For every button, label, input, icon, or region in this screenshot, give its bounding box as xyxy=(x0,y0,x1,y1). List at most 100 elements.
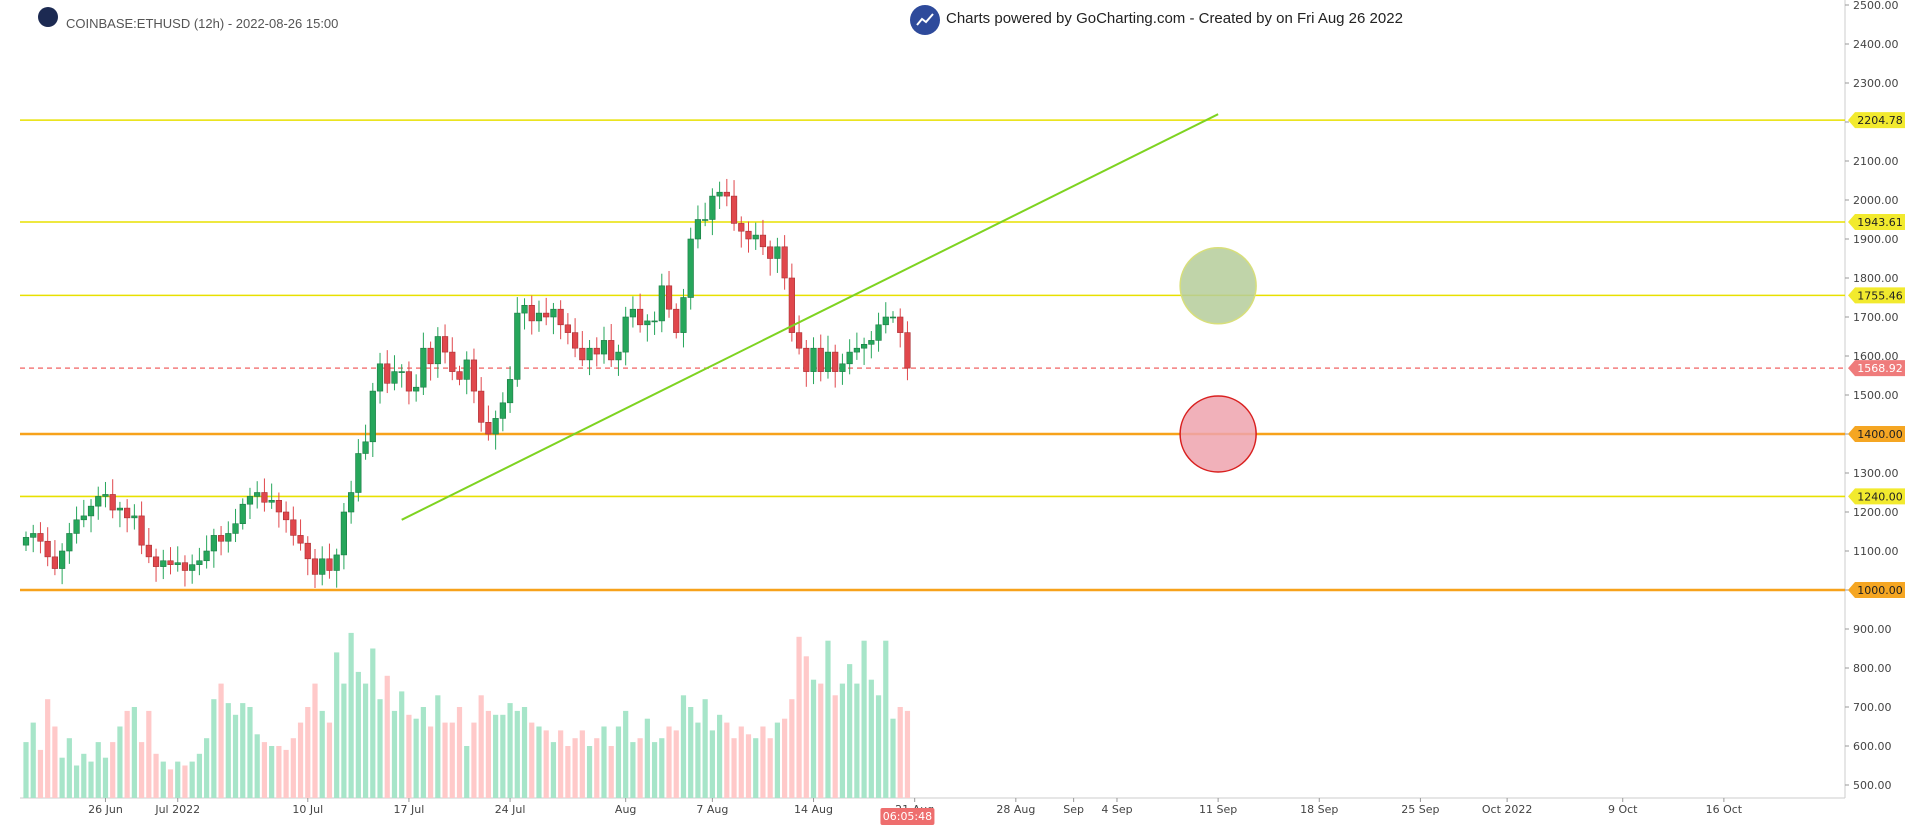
volume-bar xyxy=(319,710,325,798)
volume-bar xyxy=(550,742,557,798)
candle-body xyxy=(658,285,665,322)
candle-body xyxy=(59,550,66,569)
volume-bar xyxy=(247,707,253,798)
volume-bar xyxy=(102,757,109,798)
level-price-label: 1943.61 xyxy=(1857,216,1903,229)
candle-body xyxy=(579,347,586,361)
volume-bar xyxy=(146,710,152,798)
candle-body xyxy=(196,560,203,565)
candle-body xyxy=(803,347,810,372)
volume-bar xyxy=(839,683,846,798)
candle-body xyxy=(37,533,44,542)
volume-bar xyxy=(883,640,889,798)
volume-bar xyxy=(73,765,80,798)
x-tick-label: 10 Jul xyxy=(292,803,323,816)
y-tick-label: 1700.00 xyxy=(1853,311,1899,324)
y-tick-label: 500.00 xyxy=(1853,779,1892,792)
candle-body xyxy=(904,332,911,369)
candle-body xyxy=(839,363,846,372)
candle-body xyxy=(716,191,723,197)
y-tick-label: 1600.00 xyxy=(1853,350,1899,363)
volume-bar xyxy=(608,746,614,798)
candle-body xyxy=(875,324,882,341)
volume-bar xyxy=(810,679,817,798)
candle-body xyxy=(311,558,319,575)
volume-bar xyxy=(276,746,282,798)
volume-bar xyxy=(334,652,340,798)
volume-bar xyxy=(825,640,831,798)
trendline[interactable] xyxy=(401,113,1219,521)
volume-bar xyxy=(81,753,87,798)
level-price-tag: 1000.00 xyxy=(1848,582,1905,598)
volume-bar xyxy=(782,718,788,798)
volume-bar xyxy=(471,722,477,798)
level-price-tag: 2204.78 xyxy=(1848,112,1905,129)
candle-body xyxy=(268,499,275,503)
volume-bar xyxy=(803,656,809,798)
volume-bar xyxy=(131,707,137,798)
candle-body xyxy=(22,537,30,546)
candle-body xyxy=(160,560,167,567)
candle-body xyxy=(304,542,311,560)
volume-bar xyxy=(500,714,506,798)
candle-body xyxy=(239,503,246,525)
volume-bar xyxy=(615,726,622,798)
gocharting-logo-icon xyxy=(910,5,940,35)
volume-bar xyxy=(507,703,513,798)
candle-body xyxy=(181,562,189,571)
volume-bar xyxy=(659,738,665,798)
candle-body xyxy=(550,308,557,318)
powered-by-text: Charts powered by GoCharting.com - Creat… xyxy=(946,10,1403,27)
volume-bar xyxy=(890,718,896,798)
volume-bar xyxy=(88,761,94,798)
candle-body xyxy=(586,347,593,361)
volume-bar xyxy=(312,683,318,798)
volume-bar xyxy=(543,730,549,798)
candle-body xyxy=(521,304,528,314)
candle-body xyxy=(470,359,478,392)
volume-bar xyxy=(211,699,217,798)
volume-bar xyxy=(558,730,564,798)
volume-bar xyxy=(290,738,296,798)
volume-bar xyxy=(601,726,607,798)
candle-body xyxy=(391,371,398,384)
volume-bar xyxy=(579,730,585,798)
candle-body xyxy=(203,550,210,562)
volume-bar xyxy=(796,636,802,798)
volume-bar xyxy=(59,757,65,798)
candle-body xyxy=(167,560,174,565)
volume-bar xyxy=(485,710,491,798)
volume-bar xyxy=(529,722,535,798)
candle-body xyxy=(369,390,376,443)
target-circle-marker[interactable] xyxy=(1179,247,1257,325)
volume-bar xyxy=(464,746,470,798)
volume-bar xyxy=(673,730,679,798)
volume-bar xyxy=(406,714,412,798)
candle-body xyxy=(492,418,499,435)
candle-body xyxy=(535,312,543,322)
support-circle-marker[interactable] xyxy=(1179,395,1257,473)
candle-body xyxy=(326,558,333,571)
candle-body xyxy=(665,285,673,310)
volume-bar xyxy=(514,710,520,798)
candle-body xyxy=(499,402,506,419)
volume-bar xyxy=(717,714,723,798)
candle-body xyxy=(138,515,145,546)
candle-body xyxy=(80,515,87,521)
level-price-tag: 1240.00 xyxy=(1848,488,1905,505)
volume-bar xyxy=(637,738,643,798)
volume-bar xyxy=(218,683,224,798)
y-tick-label: 1100.00 xyxy=(1853,545,1899,558)
x-tick-label: Jul 2022 xyxy=(154,803,200,816)
volume-bar xyxy=(868,679,874,798)
volume-bar xyxy=(326,722,333,798)
volume-bar xyxy=(449,722,455,798)
candle-body xyxy=(87,505,95,517)
volume-bar xyxy=(897,707,903,798)
volume-bar xyxy=(341,683,347,798)
candle-body xyxy=(254,492,261,497)
volume-bar xyxy=(399,691,405,798)
volume-bar xyxy=(702,699,708,798)
volume-bar xyxy=(189,761,195,798)
